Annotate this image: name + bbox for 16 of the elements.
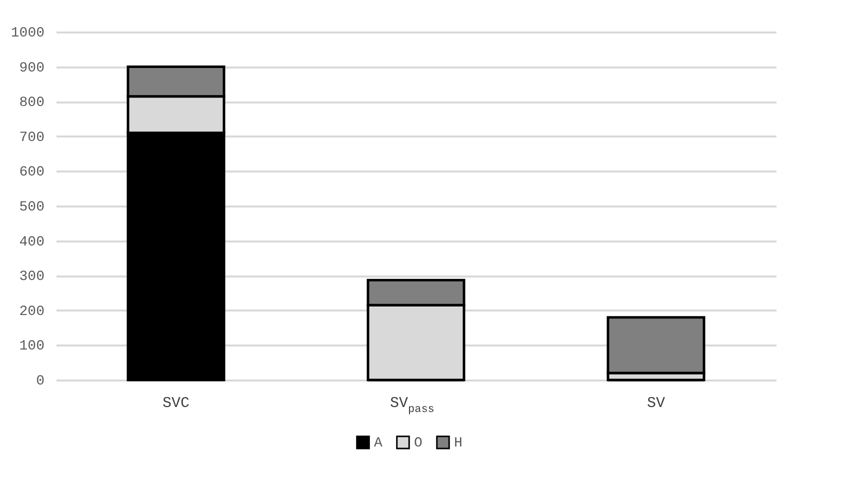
- x-tick-label: SVC: [162, 395, 190, 412]
- y-tick-label: 100: [19, 338, 44, 355]
- x-tick-label: SV: [646, 395, 666, 412]
- y-tick-label: 400: [19, 234, 44, 250]
- legend-label: H: [454, 435, 462, 452]
- y-tick-label: 500: [19, 200, 44, 216]
- y-tick-label: 200: [19, 304, 44, 320]
- y-tick-label: 700: [19, 130, 44, 146]
- y-tick-label: 0: [36, 374, 44, 390]
- y-tick-label: 900: [19, 60, 44, 76]
- y-tick-label: 300: [19, 269, 44, 286]
- legend-label: O: [414, 435, 422, 452]
- legend-label: A: [374, 435, 383, 452]
- y-tick-label: 600: [19, 164, 44, 181]
- y-tick-label: 800: [19, 95, 44, 112]
- y-tick-label: 1000: [10, 26, 44, 42]
